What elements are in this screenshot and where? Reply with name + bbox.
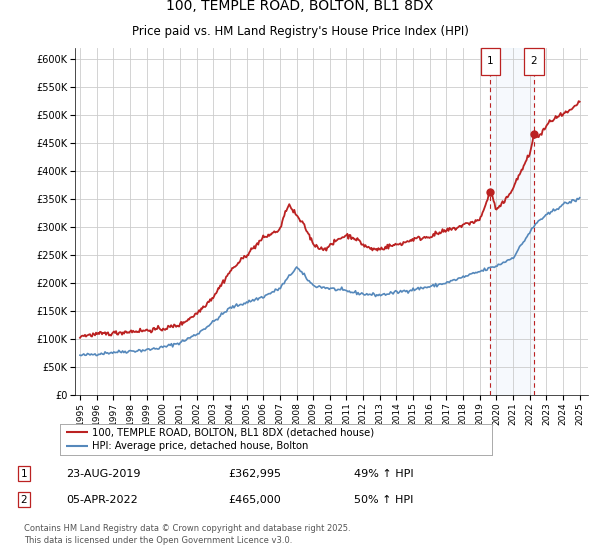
Text: 1: 1 [487,57,494,67]
Text: HPI: Average price, detached house, Bolton: HPI: Average price, detached house, Bolt… [92,441,309,451]
Text: £362,995: £362,995 [228,469,281,479]
Text: 50% ↑ HPI: 50% ↑ HPI [354,494,413,505]
Text: 1: 1 [20,469,28,479]
Text: 23-AUG-2019: 23-AUG-2019 [66,469,140,479]
Text: 49% ↑ HPI: 49% ↑ HPI [354,469,413,479]
Text: Price paid vs. HM Land Registry's House Price Index (HPI): Price paid vs. HM Land Registry's House … [131,25,469,38]
FancyBboxPatch shape [481,48,500,76]
Bar [490,48,534,395]
Text: 100, TEMPLE ROAD, BOLTON, BL1 8DX (detached house): 100, TEMPLE ROAD, BOLTON, BL1 8DX (detac… [92,427,374,437]
FancyBboxPatch shape [524,48,544,76]
Text: 05-APR-2022: 05-APR-2022 [66,494,138,505]
Text: £465,000: £465,000 [228,494,281,505]
Text: Contains HM Land Registry data © Crown copyright and database right 2025.
This d: Contains HM Land Registry data © Crown c… [24,524,350,545]
Text: 2: 2 [20,494,28,505]
Text: 2: 2 [530,57,537,67]
Text: 100, TEMPLE ROAD, BOLTON, BL1 8DX: 100, TEMPLE ROAD, BOLTON, BL1 8DX [166,0,434,13]
